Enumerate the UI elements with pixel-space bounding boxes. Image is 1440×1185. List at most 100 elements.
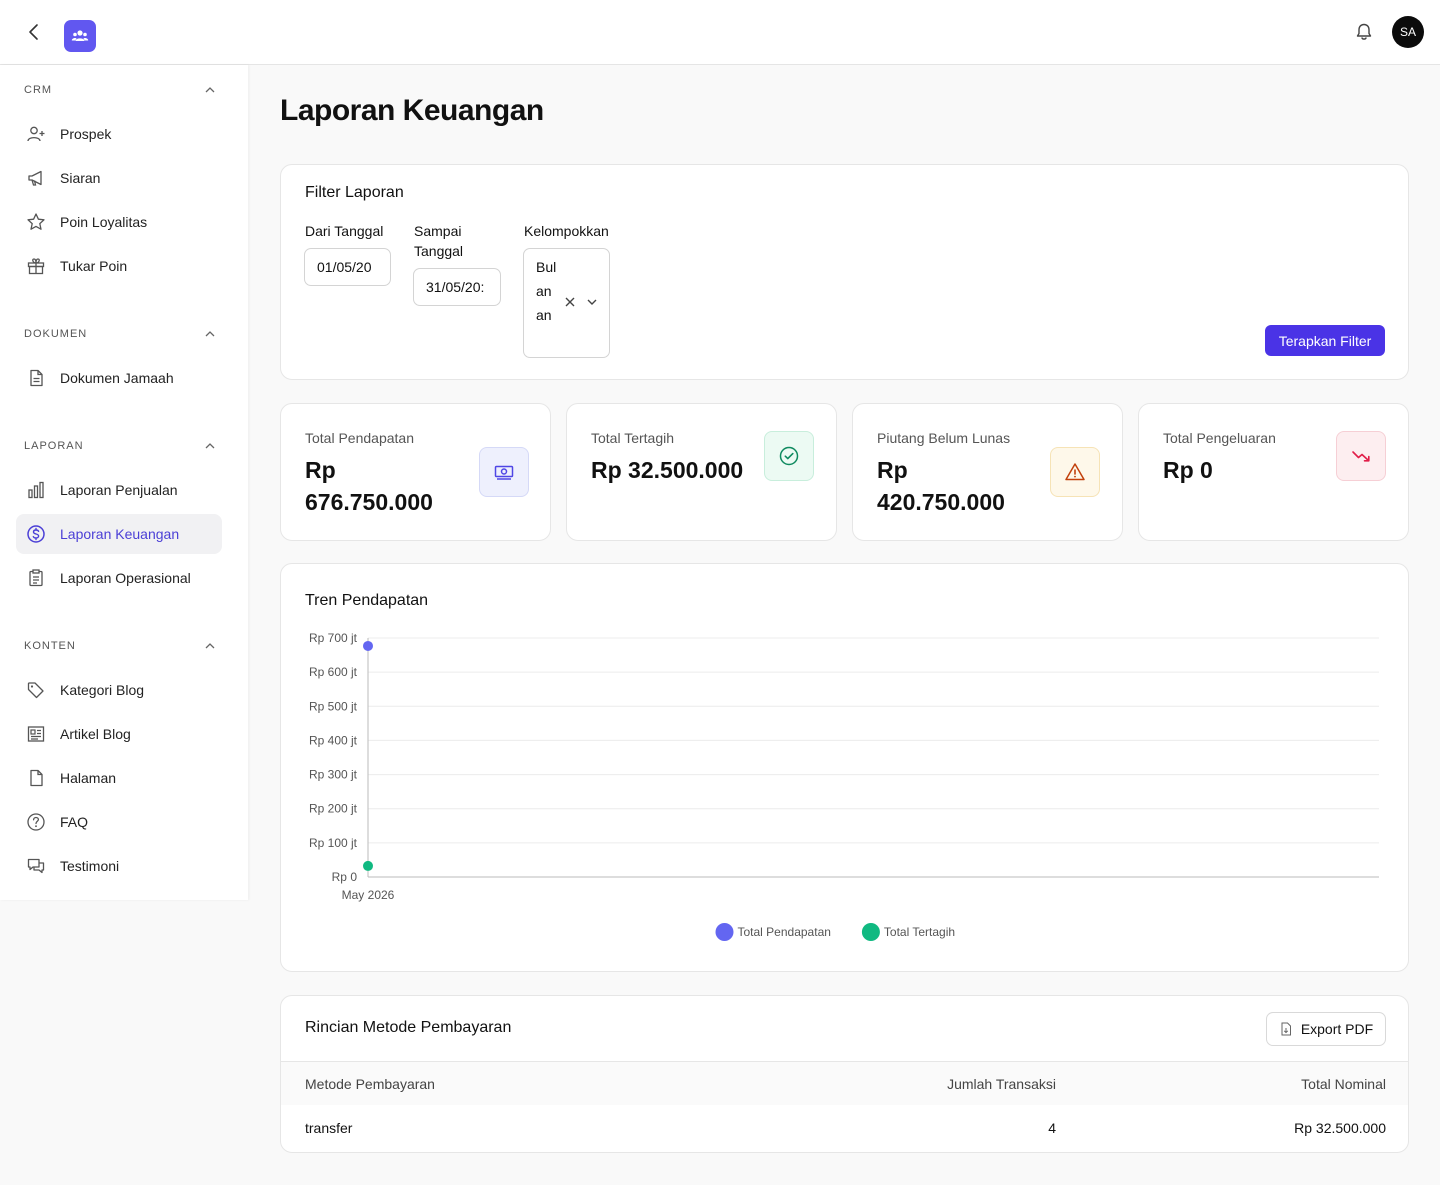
sidebar-item-label: Testimoni	[60, 858, 120, 874]
document-icon	[24, 366, 48, 390]
x-tick-label: May 2026	[342, 888, 395, 902]
stat-value-line1: Rp	[877, 457, 908, 483]
sidebar-item-laporan-operasional[interactable]: Laporan Operasional	[16, 558, 222, 598]
group-icon	[71, 30, 89, 41]
sidebar-item-laporan-keuangan[interactable]: Laporan Keuangan	[16, 514, 222, 554]
sidebar-item-label: Kategori Blog	[60, 682, 145, 698]
sidebar-item-label: Halaman	[60, 770, 117, 786]
question-circle-icon	[24, 810, 48, 834]
legend-label: Total Pendapatan	[738, 925, 831, 939]
export-pdf-button[interactable]: Export PDF	[1266, 1012, 1386, 1046]
to-date-input[interactable]: 31/05/20:	[413, 268, 501, 306]
to-date-label-line1: Sampai	[414, 223, 462, 239]
notification-bell-icon[interactable]	[1352, 20, 1376, 44]
chevron-up-icon	[205, 331, 215, 337]
sidebar-item-label: Laporan Penjualan	[60, 482, 178, 498]
clear-icon[interactable]	[562, 294, 578, 310]
y-tick-label: Rp 500 jt	[309, 699, 358, 713]
sidebar-item-prospek[interactable]: Prospek	[16, 114, 222, 154]
trending-down-icon	[1336, 431, 1386, 481]
stat-label: Total Pendapatan	[305, 430, 414, 446]
legend-swatch	[715, 923, 734, 941]
file-icon	[24, 766, 48, 790]
sidebar-item-label: Laporan Operasional	[60, 570, 191, 586]
sidebar-item-label: Tukar Poin	[60, 258, 128, 274]
app-logo[interactable]	[64, 20, 96, 52]
tag-icon	[24, 678, 48, 702]
data-point	[363, 640, 373, 651]
stat-value: Rp 32.500.000	[591, 457, 744, 483]
chat-bubbles-icon	[24, 854, 48, 878]
group-by-value: Bulanan	[536, 259, 557, 323]
sidebar-item-faq[interactable]: FAQ	[16, 802, 222, 842]
sidebar: CRM Prospek Siaran Poin Loyalitas Tukar …	[0, 65, 248, 900]
sidebar-item-label: Prospek	[60, 126, 112, 142]
legend-label: Total Tertagih	[884, 925, 955, 939]
y-tick-label: Rp 300 jt	[309, 768, 358, 782]
stat-value: Rp 420.750.000	[877, 454, 1005, 518]
star-icon	[24, 210, 48, 234]
revenue-trend-chart: Rp 0 Rp 100 jt Rp 200 jt Rp 300 jt Rp 400 jt…	[309, 631, 1379, 941]
sidebar-item-dokumen-jamaah[interactable]: Dokumen Jamaah	[16, 358, 222, 398]
stat-label: Total Tertagih	[591, 430, 675, 446]
to-date-label: Sampai Tanggal	[414, 221, 463, 261]
transaction-count-cell: 4	[1048, 1120, 1056, 1136]
table-header: Metode Pembayaran Jumlah Transaksi Total…	[281, 1061, 1408, 1105]
apply-filter-button[interactable]: Terapkan Filter	[1265, 325, 1385, 356]
gift-icon	[24, 254, 48, 278]
cash-icon	[479, 447, 529, 497]
sidebar-item-artikel-blog[interactable]: Artikel Blog	[16, 714, 222, 754]
column-header-count[interactable]: Jumlah Transaksi	[947, 1076, 1056, 1092]
y-tick-label: Rp 100 jt	[309, 836, 358, 850]
sidebar-item-poin-loyalitas[interactable]: Poin Loyalitas	[16, 202, 222, 242]
clipboard-icon	[24, 566, 48, 590]
from-date-label: Dari Tanggal	[305, 223, 384, 239]
group-by-label: Kelompokkan	[524, 223, 609, 239]
from-date-input[interactable]: 01/05/20	[304, 248, 391, 286]
chevron-up-icon	[205, 87, 215, 93]
filter-title: Filter Laporan	[305, 184, 404, 201]
sidebar-item-label: Artikel Blog	[60, 726, 131, 742]
sidebar-item-label: Siaran	[60, 170, 101, 186]
section-toggle-dokumen[interactable]: DOKUMEN	[24, 324, 216, 344]
stat-card-total-pengeluaran: Total Pengeluaran Rp 0	[1138, 403, 1409, 541]
sidebar-item-tukar-poin[interactable]: Tukar Poin	[16, 246, 222, 286]
sidebar-item-label: FAQ	[60, 814, 89, 830]
section-label-dokumen: DOKUMEN	[24, 328, 88, 340]
stat-label: Total Pengeluaran	[1163, 430, 1276, 446]
section-label-crm: CRM	[24, 84, 53, 96]
stat-value: Rp 0	[1163, 457, 1213, 483]
filter-card: Filter Laporan Dari Tanggal 01/05/20 Sam…	[280, 164, 1409, 380]
stat-value: Rp 676.750.000	[305, 454, 433, 518]
y-tick-label: Rp 0	[332, 870, 358, 884]
file-download-icon	[1281, 1022, 1291, 1036]
megaphone-icon	[24, 166, 48, 190]
bar-chart-icon	[24, 478, 48, 502]
sidebar-item-halaman[interactable]: Halaman	[16, 758, 222, 798]
back-arrow-icon[interactable]	[22, 20, 46, 44]
column-header-total[interactable]: Total Nominal	[1301, 1076, 1386, 1092]
sidebar-item-siaran[interactable]: Siaran	[16, 158, 222, 198]
payment-methods-card: Rincian Metode Pembayaran Export PDF Met…	[280, 995, 1409, 1153]
sidebar-item-laporan-penjualan[interactable]: Laporan Penjualan	[16, 470, 222, 510]
total-nominal-cell: Rp 32.500.000	[1294, 1120, 1386, 1136]
stat-value-line1: Rp	[305, 457, 336, 483]
section-toggle-konten[interactable]: KONTEN	[24, 636, 216, 656]
chart-title: Tren Pendapatan	[305, 592, 429, 609]
column-header-method[interactable]: Metode Pembayaran	[305, 1076, 435, 1092]
warning-icon	[1050, 447, 1100, 497]
stat-card-piutang: Piutang Belum Lunas Rp 420.750.000	[852, 403, 1123, 541]
chevron-down-icon[interactable]	[584, 294, 600, 310]
sidebar-item-testimoni[interactable]: Testimoni	[16, 846, 222, 886]
group-by-select[interactable]: Bulanan	[523, 248, 610, 358]
payment-method-cell: transfer	[305, 1120, 353, 1136]
y-tick-label: Rp 200 jt	[309, 802, 358, 816]
sidebar-item-label: Dokumen Jamaah	[60, 370, 174, 386]
user-avatar[interactable]: SA	[1392, 16, 1424, 48]
sidebar-item-label: Poin Loyalitas	[60, 214, 148, 230]
export-pdf-label: Export PDF	[1300, 1021, 1374, 1037]
y-tick-label: Rp 700 jt	[309, 631, 358, 645]
section-toggle-laporan[interactable]: LAPORAN	[24, 436, 216, 456]
sidebar-item-kategori-blog[interactable]: Kategori Blog	[16, 670, 222, 710]
section-toggle-crm[interactable]: CRM	[24, 80, 216, 100]
